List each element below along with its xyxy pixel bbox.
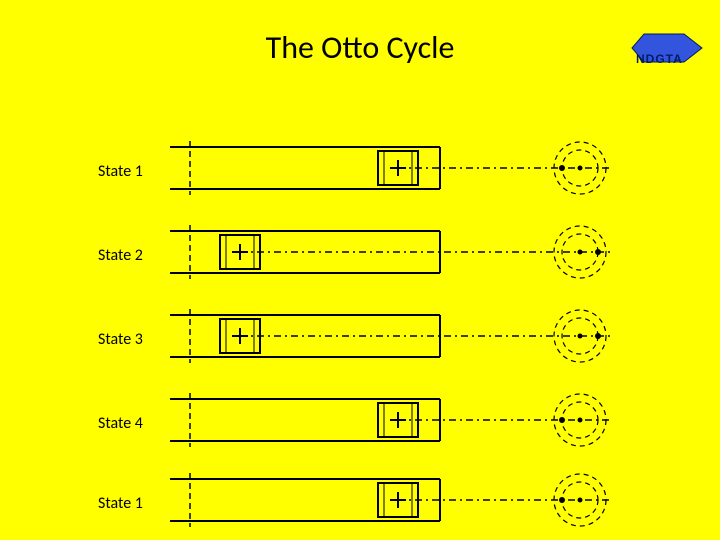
ndgta-logo-text: NDGTA — [636, 52, 683, 66]
state-label: State 1 — [98, 494, 143, 513]
state-label: State 2 — [98, 246, 143, 265]
state-label: State 1 — [98, 162, 143, 181]
state-label: State 4 — [98, 414, 143, 433]
state-label: State 3 — [98, 330, 143, 349]
page-title: The Otto Cycle — [0, 28, 720, 67]
